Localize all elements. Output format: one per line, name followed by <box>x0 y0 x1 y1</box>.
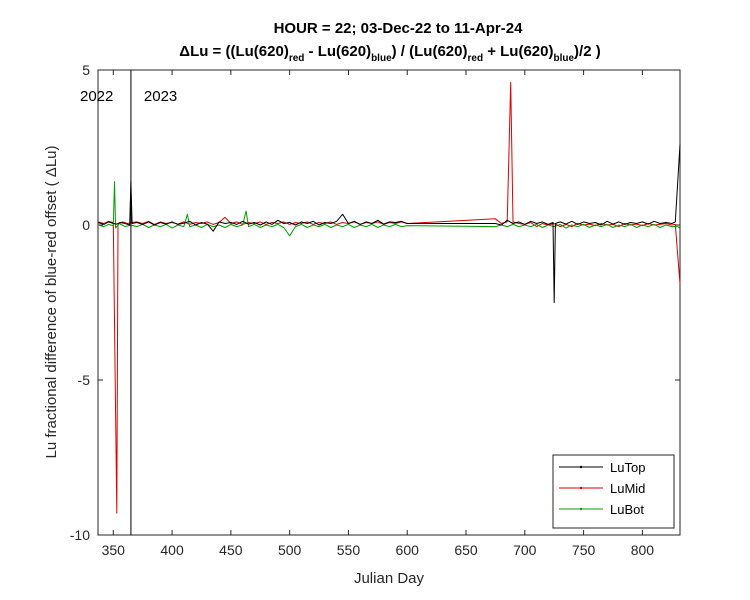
chart-title: HOUR = 22; 03-Dec-22 to 11-Apr-24 <box>274 20 523 37</box>
y-tick-label: 5 <box>82 62 90 78</box>
x-tick-label: 600 <box>396 542 420 558</box>
y-tick-label: 0 <box>82 217 90 233</box>
x-tick-label: 450 <box>219 542 243 558</box>
series-line-lubot <box>97 181 681 237</box>
x-tick-label: 650 <box>454 542 478 558</box>
subtitle-part-1: Lu = ((Lu(620) <box>190 43 289 60</box>
subtitle-part-2: - Lu(620) <box>304 43 371 60</box>
series-layer <box>97 81 681 514</box>
chart-subtitle: ΔLu = ((Lu(620)red - Lu(620)blue) / (Lu(… <box>179 43 600 64</box>
x-tick-label: 750 <box>572 542 596 558</box>
series-line-lutop <box>97 144 681 303</box>
legend-label-lumid: LuMid <box>610 481 645 496</box>
x-tick-label: 350 <box>102 542 126 558</box>
legend-marker-lubot <box>579 507 583 511</box>
y-tick-label: -10 <box>70 527 90 543</box>
subscript-blue-2: blue <box>553 53 574 64</box>
subscript-red: red <box>289 53 305 64</box>
subtitle-part-5: )/2 ) <box>574 43 601 60</box>
legend-label-lubot: LuBot <box>610 502 644 517</box>
subtitle-part-4: + Lu(620) <box>483 43 553 60</box>
x-tick-label: 500 <box>278 542 302 558</box>
legend-marker-lumid <box>579 486 583 490</box>
year-label-2023: 2023 <box>144 88 177 105</box>
x-tick-label: 550 <box>337 542 361 558</box>
y-axis-label: Lu fractional difference of blue-red off… <box>43 146 60 459</box>
subscript-blue: blue <box>371 53 392 64</box>
year-label-2022: 2022 <box>80 88 113 105</box>
subscript-red-2: red <box>467 53 483 64</box>
x-axis-label: Julian Day <box>354 570 425 587</box>
legend: LuTop LuMid LuBot <box>552 454 675 529</box>
legend-label-lutop: LuTop <box>610 460 645 475</box>
subtitle-part-3: ) / (Lu(620) <box>392 43 468 60</box>
x-tick-label: 800 <box>631 542 655 558</box>
axis-ticks: 350 400 450 500 550 600 650 700 750 800 5 0 -5 -10 <box>70 62 680 558</box>
x-tick-label: 700 <box>513 542 537 558</box>
x-tick-label: 400 <box>160 542 184 558</box>
legend-marker-lutop <box>579 465 583 469</box>
y-tick-label: -5 <box>78 372 91 388</box>
delta-symbol: Δ <box>179 43 190 60</box>
